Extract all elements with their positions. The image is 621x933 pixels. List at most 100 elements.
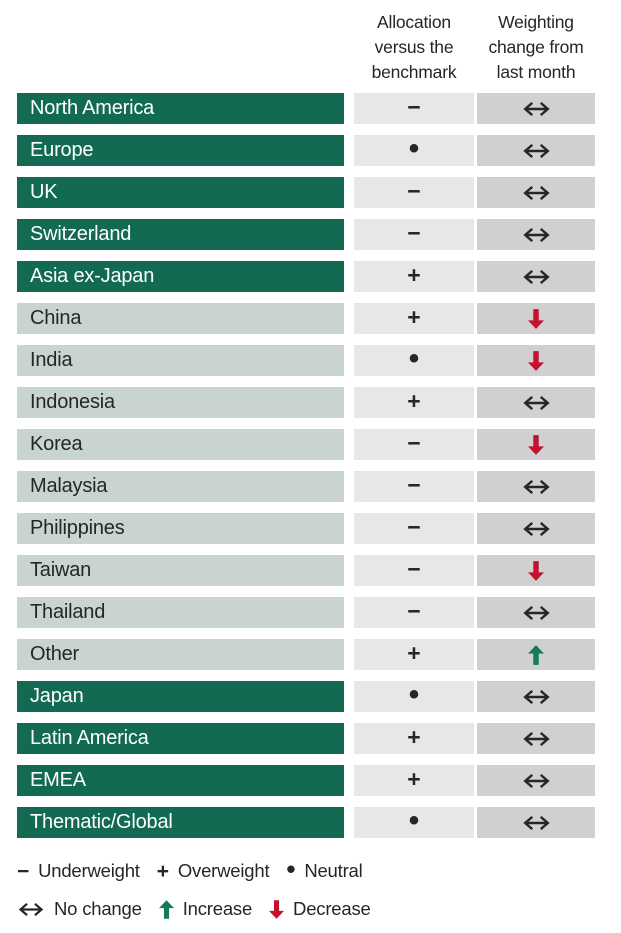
allocation-symbol: •: [408, 803, 420, 837]
region-label-cell: Philippines: [17, 513, 344, 544]
allocation-symbol: −: [407, 94, 421, 120]
allocation-cell: •: [354, 343, 474, 376]
change-cell: [477, 723, 595, 754]
no-change-icon: [522, 815, 550, 830]
change-cell: [477, 429, 595, 460]
legend-change-line: No change Increase Decrease: [17, 897, 605, 921]
allocation-symbol: +: [407, 304, 421, 330]
no-change-icon: [522, 731, 550, 746]
legend-item: • Neutral: [286, 854, 363, 884]
legend-item: Increase: [158, 898, 253, 920]
table-row-latin-america: Latin America +: [17, 723, 605, 754]
increase-icon: [528, 644, 544, 665]
no-change-icon: [522, 395, 550, 410]
change-cell: [477, 471, 595, 502]
decrease-icon: [528, 434, 544, 455]
table-row-indonesia: Indonesia +: [17, 387, 605, 418]
legend-item-label: Increase: [182, 898, 253, 919]
allocation-cell: −: [354, 555, 474, 586]
allocation-cell: −: [354, 597, 474, 628]
allocation-symbol: −: [407, 178, 421, 204]
allocation-cell: +: [354, 303, 474, 334]
region-label: Indonesia: [30, 391, 115, 413]
region-label-cell: Other: [17, 639, 344, 670]
region-label: Thailand: [30, 601, 106, 623]
allocation-cell: −: [354, 429, 474, 460]
allocation-cell: •: [354, 679, 474, 712]
table-row-china: China +: [17, 303, 605, 334]
table-row-north-america: North America −: [17, 93, 605, 124]
allocation-symbol: +: [407, 640, 421, 666]
legend-symbol: +: [156, 859, 169, 883]
region-label-cell: Japan: [17, 681, 344, 712]
no-change-icon: [522, 605, 550, 620]
change-cell: [477, 681, 595, 712]
table-row-asia-ex-japan: Asia ex-Japan +: [17, 261, 605, 292]
region-label-cell: India: [17, 345, 344, 376]
region-label: Latin America: [30, 727, 149, 749]
region-label: Other: [30, 643, 80, 665]
allocation-cell: −: [354, 93, 474, 124]
table-row-emea: EMEA +: [17, 765, 605, 796]
no-change-icon: [522, 185, 550, 200]
allocation-symbol: −: [407, 430, 421, 456]
allocation-symbol: •: [408, 131, 420, 165]
table-row-europe: Europe •: [17, 131, 605, 166]
allocation-cell: +: [354, 723, 474, 754]
region-label: Taiwan: [30, 559, 92, 581]
legend-item: + Overweight: [157, 860, 270, 882]
legend-item: Decrease: [269, 898, 371, 920]
legend-allocation-line: − Underweight + Overweight • Neutral: [17, 854, 605, 884]
legend-item-label: Decrease: [293, 898, 371, 919]
table-row-malaysia: Malaysia −: [17, 471, 605, 502]
region-label-cell: Europe: [17, 135, 344, 166]
allocation-cell: •: [354, 803, 474, 838]
table-row-thailand: Thailand −: [17, 597, 605, 628]
decrease-icon: [528, 350, 544, 371]
no-change-icon: [522, 101, 550, 116]
allocation-symbol: +: [407, 262, 421, 288]
increase-icon: [158, 899, 174, 919]
region-label-cell: China: [17, 303, 344, 334]
change-cell: [477, 513, 595, 544]
change-cell: [477, 765, 595, 796]
region-label-cell: Latin America: [17, 723, 344, 754]
allocation-cell: −: [354, 219, 474, 250]
allocation-cell: −: [354, 513, 474, 544]
region-label-cell: Thailand: [17, 597, 344, 628]
change-cell: [477, 135, 595, 166]
region-label: Europe: [30, 139, 94, 161]
change-cell: [477, 303, 595, 334]
column-header-allocation: Allocation versus the benchmark: [371, 12, 457, 82]
region-label: Philippines: [30, 517, 125, 539]
allocation-symbol: −: [407, 598, 421, 624]
no-change-icon: [522, 143, 550, 158]
region-label-cell: Asia ex-Japan: [17, 261, 344, 292]
no-change-icon: [522, 689, 550, 704]
decrease-icon: [528, 560, 544, 581]
allocation-symbol: −: [407, 556, 421, 582]
change-cell: [477, 177, 595, 208]
no-change-icon: [522, 773, 550, 788]
region-label-cell: Malaysia: [17, 471, 344, 502]
region-label-cell: EMEA: [17, 765, 344, 796]
change-cell: [477, 597, 595, 628]
legend-symbol: −: [17, 859, 30, 883]
region-label: UK: [30, 181, 58, 203]
change-cell: [477, 555, 595, 586]
region-label-cell: Indonesia: [17, 387, 344, 418]
legend-item-label: Neutral: [304, 860, 363, 881]
allocation-cell: +: [354, 765, 474, 796]
change-cell: [477, 639, 595, 670]
decrease-icon: [528, 308, 544, 329]
region-label: Malaysia: [30, 475, 108, 497]
change-cell: [477, 93, 595, 124]
allocation-symbol: −: [407, 472, 421, 498]
legend-item: No change: [17, 898, 142, 920]
region-label: Japan: [30, 685, 84, 707]
no-change-icon: [522, 269, 550, 284]
table-row-india: India •: [17, 343, 605, 376]
legend-symbol: •: [286, 854, 296, 884]
allocation-symbol: +: [407, 388, 421, 414]
